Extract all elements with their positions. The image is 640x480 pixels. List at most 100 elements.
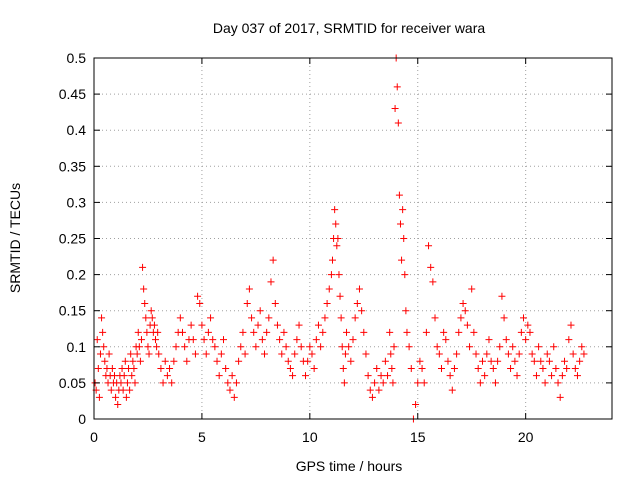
data-point (121, 357, 129, 365)
data-point (446, 372, 454, 380)
data-point (196, 299, 204, 307)
data-point (563, 364, 571, 372)
data-point (128, 372, 136, 380)
data-point (239, 328, 247, 336)
data-point (245, 285, 253, 293)
data-point (394, 119, 402, 127)
data-point (312, 336, 320, 344)
data-point (181, 343, 189, 351)
data-point (489, 364, 497, 372)
data-point (117, 379, 125, 387)
data-point (425, 242, 433, 250)
y-tick-label: 0.1 (67, 339, 87, 355)
data-point (130, 364, 138, 372)
y-tick-label: 0.05 (59, 375, 86, 391)
data-point (101, 357, 109, 365)
data-point (377, 372, 385, 380)
data-point (291, 350, 299, 358)
data-point (351, 314, 359, 322)
data-point (388, 364, 396, 372)
data-point (502, 336, 510, 344)
data-point (472, 350, 480, 358)
data-point (297, 343, 305, 351)
data-point (108, 364, 116, 372)
data-point (522, 336, 530, 344)
data-point (217, 350, 225, 358)
data-point (429, 278, 437, 286)
data-point (100, 343, 108, 351)
data-point (96, 350, 104, 358)
chart-title: Day 037 of 2017, SRMTID for receiver war… (213, 20, 486, 36)
data-point (576, 357, 584, 365)
data-point (448, 386, 456, 394)
data-point (189, 336, 197, 344)
data-point (398, 256, 406, 264)
data-point (498, 292, 506, 300)
data-point (476, 379, 484, 387)
data-point (172, 343, 180, 351)
data-point (95, 393, 103, 401)
data-point (491, 379, 499, 387)
data-point (535, 343, 543, 351)
data-point (355, 285, 363, 293)
x-tick-label: 10 (302, 429, 318, 445)
data-point (314, 321, 322, 329)
data-point (150, 321, 158, 329)
data-point (211, 343, 219, 351)
data-point (250, 328, 258, 336)
data-point (327, 271, 335, 279)
data-point (256, 307, 264, 315)
data-point (140, 285, 148, 293)
data-point (153, 343, 161, 351)
data-point (431, 314, 439, 322)
data-point (545, 357, 553, 365)
data-point (485, 336, 493, 344)
data-point (347, 357, 355, 365)
data-point (243, 299, 251, 307)
data-point (202, 350, 210, 358)
data-point (135, 343, 143, 351)
data-point (403, 328, 411, 336)
data-point (571, 364, 579, 372)
data-point (379, 379, 387, 387)
data-point (532, 372, 540, 380)
data-point (418, 364, 426, 372)
y-axis-title: SRMTID / TECUs (7, 183, 23, 293)
data-point (399, 206, 407, 214)
data-point (282, 343, 290, 351)
data-point (228, 372, 236, 380)
data-point (578, 343, 586, 351)
data-point (232, 379, 240, 387)
data-point (200, 336, 208, 344)
data-point (337, 314, 345, 322)
data-point (143, 328, 151, 336)
data-point (362, 350, 370, 358)
data-point (517, 328, 525, 336)
data-point (558, 372, 566, 380)
data-point (209, 336, 217, 344)
x-tick-label: 5 (198, 429, 206, 445)
data-point (524, 321, 532, 329)
data-point (412, 401, 420, 409)
data-point (204, 328, 212, 336)
data-point (552, 364, 560, 372)
data-point (343, 328, 351, 336)
data-point (144, 343, 152, 351)
data-point (114, 401, 122, 409)
data-point (304, 357, 312, 365)
data-point (131, 379, 139, 387)
data-point (302, 372, 310, 380)
data-point (561, 357, 569, 365)
data-point (530, 357, 538, 365)
data-point (166, 364, 174, 372)
tick-labels: 0 0.05 0.1 0.15 0.2 0.25 0.3 0.35 0.4 0.45 0.5 0 5 10… (59, 50, 534, 445)
data-point (470, 328, 478, 336)
data-point (328, 256, 336, 264)
data-point (271, 299, 279, 307)
data-point (215, 372, 223, 380)
data-point (263, 328, 271, 336)
data-point (387, 350, 395, 358)
data-point (293, 336, 301, 344)
data-point (161, 357, 169, 365)
